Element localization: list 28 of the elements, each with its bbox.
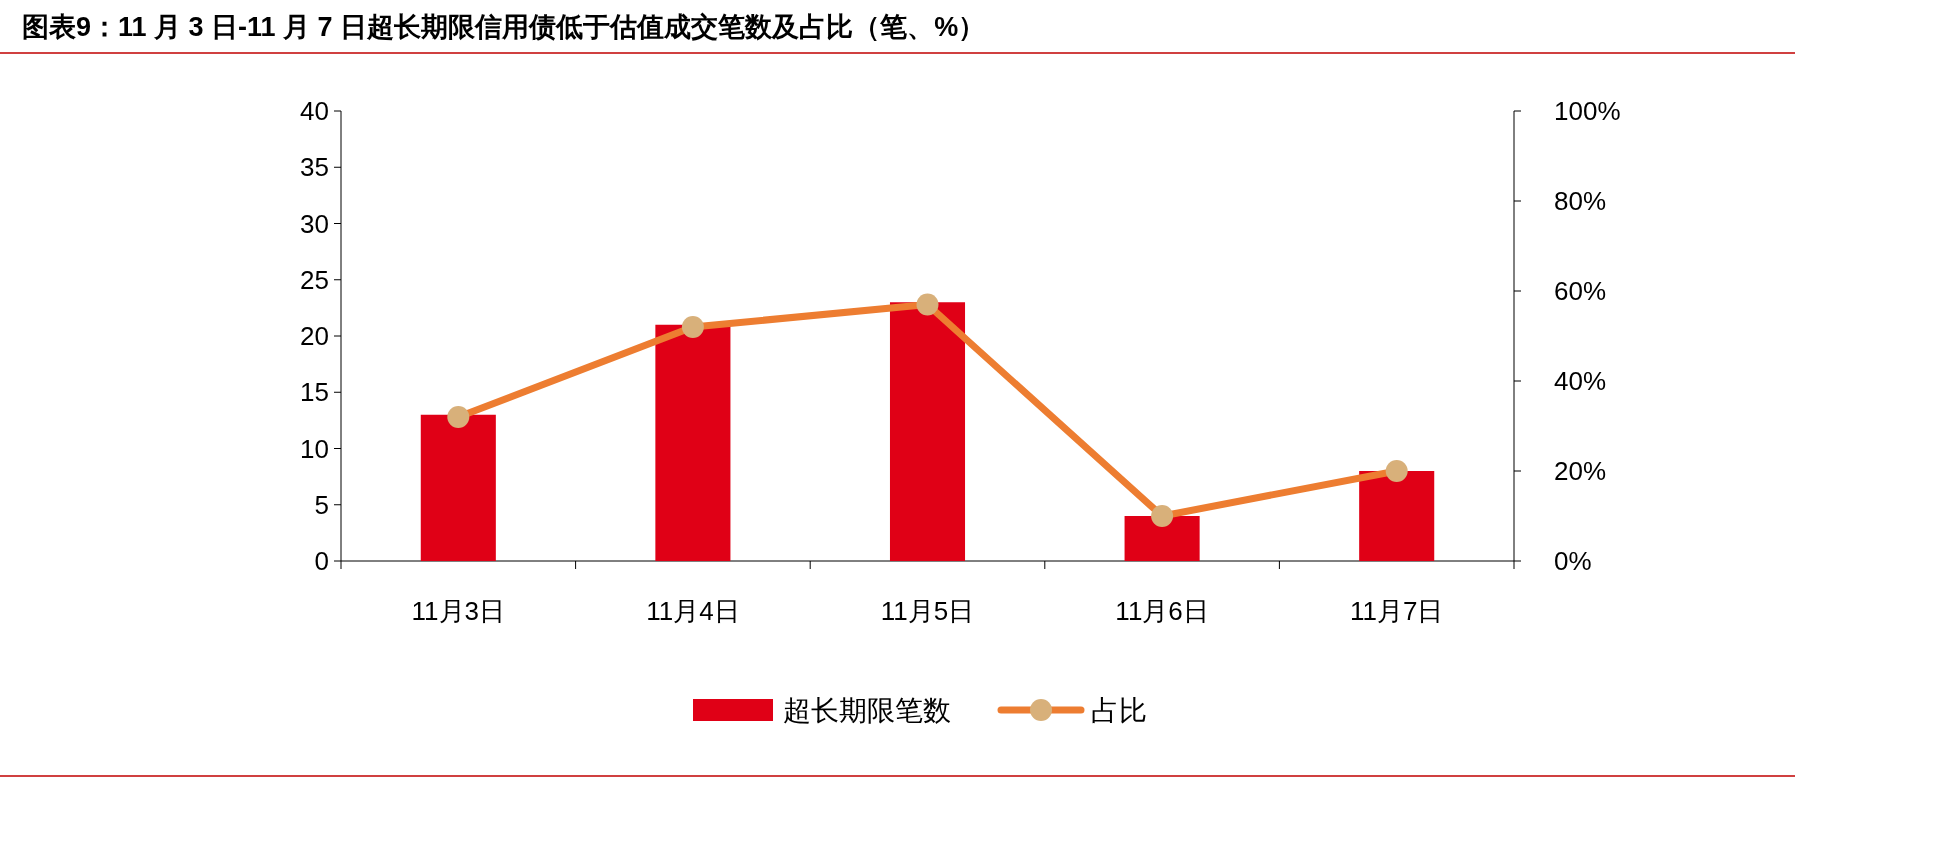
y2-tick-label: 0% bbox=[1554, 546, 1592, 576]
y2-tick-label: 20% bbox=[1554, 456, 1607, 486]
bar bbox=[889, 302, 966, 561]
y-tick-label: 25 bbox=[300, 264, 329, 295]
y-tick-label: 35 bbox=[300, 152, 329, 183]
y2-tick-label: 100% bbox=[1554, 96, 1621, 126]
y-tick-label: 10 bbox=[300, 433, 329, 464]
y-tick-label: 0 bbox=[314, 546, 329, 576]
chart-title: 图表9：11 月 3 日-11 月 7 日超长期限信用债低于估值成交笔数及占比（笔、%） bbox=[22, 12, 986, 42]
y-tick-label: 15 bbox=[300, 377, 329, 408]
y-tick-label: 40 bbox=[300, 96, 329, 126]
bar bbox=[420, 414, 496, 561]
bar bbox=[1124, 516, 1200, 561]
legend-label: 占比 bbox=[1091, 695, 1147, 726]
x-tick-label: 11月3日 bbox=[411, 596, 506, 626]
bar bbox=[1359, 471, 1435, 561]
y-tick-label: 30 bbox=[300, 208, 329, 239]
x-tick-label: 11月7日 bbox=[1349, 596, 1444, 626]
y2-tick-label: 60% bbox=[1554, 276, 1607, 306]
bar bbox=[655, 324, 731, 561]
x-tick-label: 11月5日 bbox=[880, 596, 975, 626]
y2-tick-label: 40% bbox=[1554, 366, 1607, 396]
y-tick-label: 20 bbox=[300, 321, 329, 351]
y2-tick-label: 80% bbox=[1554, 186, 1607, 216]
y-tick-label: 5 bbox=[314, 489, 329, 520]
x-tick-label: 11月4日 bbox=[646, 596, 740, 626]
legend-label: 超长期限笔数 bbox=[783, 695, 951, 726]
x-tick-label: 11月6日 bbox=[1115, 596, 1209, 626]
